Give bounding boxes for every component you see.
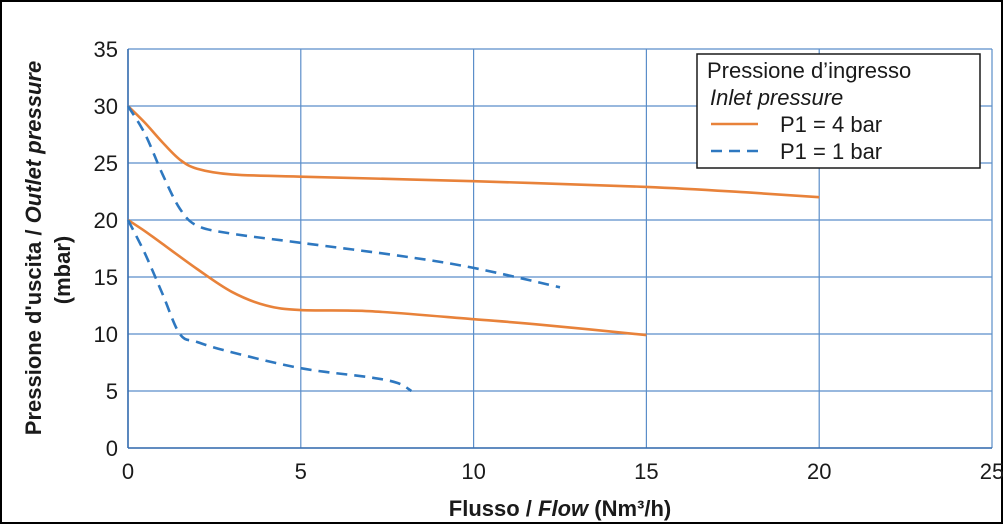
- y-axis-title: Pressione d'uscita / Outlet pressure: [21, 61, 46, 435]
- legend-box: [696, 53, 981, 169]
- grid: [127, 48, 993, 449]
- x-axis-title-italic: Flow: [538, 496, 590, 521]
- y-tick-label-6: 30: [94, 94, 118, 119]
- series-line-p1-4-bar-1: [127, 105, 820, 199]
- y-axis-title-plain: Pressione d'uscita /: [21, 223, 46, 435]
- tick-labels: 0 5 10 15 20 25 0 5 10 15 20 25 30 35: [94, 37, 1003, 484]
- y-tick-label-1: 5: [106, 379, 118, 404]
- x-tick-label-1: 5: [295, 459, 307, 484]
- x-tick-label-4: 20: [807, 459, 831, 484]
- y-tick-label-7: 35: [94, 37, 118, 62]
- y-tick-label-0: 0: [106, 436, 118, 461]
- x-axis-title-plain: Flusso /: [449, 496, 538, 521]
- legend-label-p1-1bar: P1 = 1 bar: [780, 139, 882, 164]
- legend-subtitle: Inlet pressure: [710, 85, 843, 110]
- legend-label-p1-4bar: P1 = 4 bar: [780, 112, 882, 137]
- legend: Pressione d’ingresso Inlet pressure P1 =…: [696, 53, 981, 169]
- y-tick-label-3: 15: [94, 265, 118, 290]
- x-axis-title: Flusso / Flow (Nm³/h): [449, 496, 671, 521]
- x-tick-label-0: 0: [122, 459, 134, 484]
- y-axis-title-italic: Outlet pressure: [21, 61, 46, 224]
- x-tick-label-5: 25: [980, 459, 1003, 484]
- y-tick-label-4: 20: [94, 208, 118, 233]
- series-layer: [126, 105, 820, 393]
- x-tick-label-2: 10: [461, 459, 485, 484]
- x-tick-label-3: 15: [634, 459, 658, 484]
- y-axis-unit: (mbar): [50, 236, 75, 304]
- series-line-p1-1-bar-2: [126, 219, 413, 393]
- series-line-p1-1-bar-1: [126, 105, 561, 289]
- y-tick-label-2: 10: [94, 322, 118, 347]
- series-line-p1-4-bar-2: [127, 218, 647, 337]
- y-tick-label-5: 25: [94, 151, 118, 176]
- legend-title: Pressione d’ingresso: [707, 58, 911, 83]
- x-axis-title-unit: (Nm³/h): [588, 496, 671, 521]
